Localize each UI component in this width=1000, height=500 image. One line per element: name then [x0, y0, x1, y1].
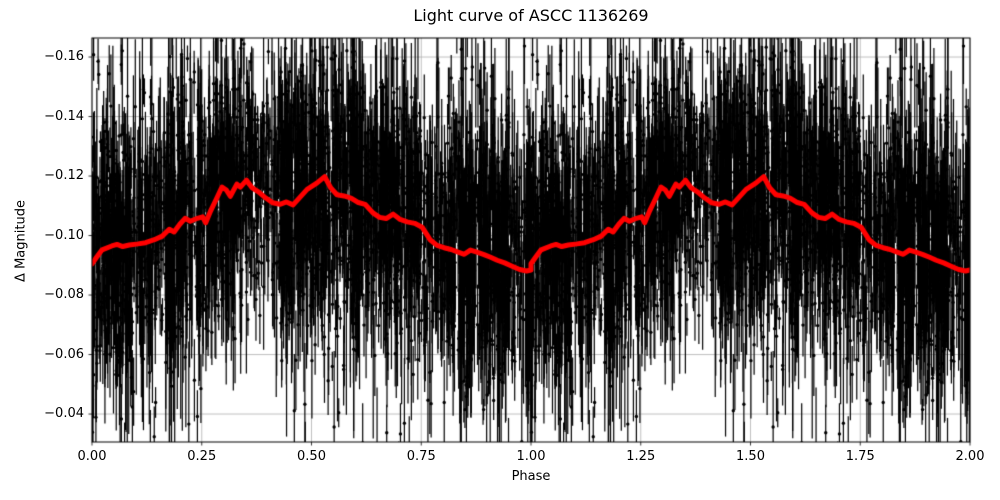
x-tick-label: 2.00: [955, 449, 985, 464]
x-tick-label: 1.25: [626, 449, 656, 464]
x-tick-label: 0.00: [77, 449, 107, 464]
x-tick-label: 1.75: [845, 449, 875, 464]
x-tick-label: 1.00: [516, 449, 546, 464]
x-tick-label: 0.50: [297, 449, 326, 464]
x-tick-label: 1.50: [736, 449, 765, 464]
x-tick-label: 0.25: [187, 449, 217, 464]
y-tick-label: −0.06: [44, 346, 84, 362]
y-tick-label: −0.12: [44, 168, 84, 184]
y-tick-label: −0.14: [44, 108, 84, 124]
y-tick-label: −0.04: [44, 406, 84, 422]
y-tick-label: −0.08: [44, 287, 84, 303]
chart-title: Light curve of ASCC 1136269: [413, 6, 649, 25]
x-tick-label: 0.75: [406, 449, 436, 464]
x-axis-label: Phase: [511, 469, 551, 484]
y-tick-label: −0.10: [44, 227, 84, 243]
y-tick-label: −0.16: [44, 49, 84, 65]
